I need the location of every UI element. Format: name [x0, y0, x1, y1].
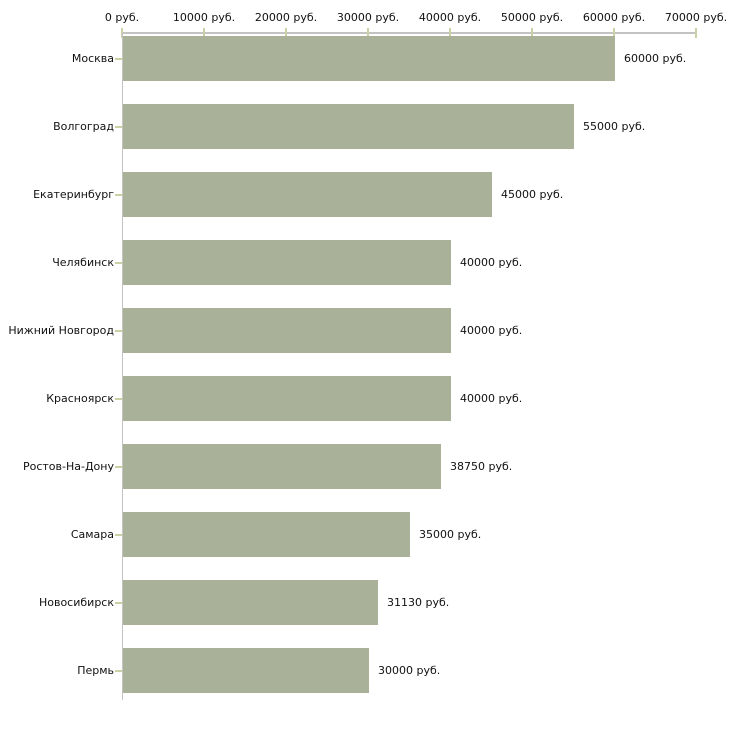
- x-axis-line: [122, 32, 697, 34]
- y-axis-tick-mark: [115, 466, 122, 468]
- y-axis-line: [122, 33, 123, 700]
- category-label: Красноярск: [46, 392, 114, 405]
- x-axis-tick-label: 50000 руб.: [500, 11, 564, 24]
- x-axis-tick-label: 10000 руб.: [172, 11, 236, 24]
- x-axis-tick-label: 70000 руб.: [664, 11, 728, 24]
- x-axis-tick-mark: [695, 28, 697, 38]
- bar-9: [123, 580, 378, 625]
- bar-4: [123, 240, 451, 285]
- bar-3: [123, 172, 492, 217]
- y-axis-tick-mark: [115, 194, 122, 196]
- x-axis-tick-label: 30000 руб.: [336, 11, 400, 24]
- y-axis-tick-mark: [115, 126, 122, 128]
- y-axis-tick-mark: [115, 330, 122, 332]
- category-label: Нижний Новгород: [8, 324, 114, 337]
- x-axis-tick-label: 40000 руб.: [418, 11, 482, 24]
- category-label: Москва: [71, 52, 114, 65]
- x-axis-tick-label: 20000 руб.: [254, 11, 318, 24]
- y-axis-tick-mark: [115, 602, 122, 604]
- bar-5: [123, 308, 451, 353]
- bar-value-label: 30000 руб.: [378, 664, 441, 677]
- bar-value-label: 40000 руб.: [460, 392, 523, 405]
- y-axis-tick-mark: [115, 670, 122, 672]
- y-axis-tick-mark: [115, 534, 122, 536]
- x-axis-tick-label: 0 руб.: [104, 11, 140, 24]
- x-axis-tick-label: 60000 руб.: [582, 11, 646, 24]
- x-axis-tick-mark: [449, 28, 451, 38]
- bar-value-label: 45000 руб.: [501, 188, 564, 201]
- bar-value-label: 40000 руб.: [460, 324, 523, 337]
- category-label: Волгоград: [53, 120, 114, 133]
- bar-6: [123, 376, 451, 421]
- y-axis-tick-mark: [115, 398, 122, 400]
- bar-value-label: 38750 руб.: [450, 460, 513, 473]
- bar-value-label: 31130 руб.: [387, 596, 450, 609]
- category-label: Екатеринбург: [33, 188, 114, 201]
- category-label: Челябинск: [52, 256, 114, 269]
- x-axis-tick-mark: [285, 28, 287, 38]
- y-axis-tick-mark: [115, 58, 122, 60]
- x-axis-tick-mark: [531, 28, 533, 38]
- category-label: Ростов-На-Дону: [22, 460, 114, 473]
- x-axis-tick-mark: [203, 28, 205, 38]
- category-label: Новосибирск: [38, 596, 114, 609]
- x-axis-tick-mark: [367, 28, 369, 38]
- category-label: Самара: [70, 528, 114, 541]
- category-label: Пермь: [77, 664, 114, 677]
- y-axis-tick-mark: [115, 262, 122, 264]
- bar-2: [123, 104, 574, 149]
- bar-1: [123, 36, 615, 81]
- bar-8: [123, 512, 410, 557]
- bar-value-label: 60000 руб.: [624, 52, 687, 65]
- x-axis-tick-mark: [613, 28, 615, 38]
- bar-7: [123, 444, 441, 489]
- bar-10: [123, 648, 369, 693]
- bar-value-label: 55000 руб.: [583, 120, 646, 133]
- bar-value-label: 35000 руб.: [419, 528, 482, 541]
- bar-value-label: 40000 руб.: [460, 256, 523, 269]
